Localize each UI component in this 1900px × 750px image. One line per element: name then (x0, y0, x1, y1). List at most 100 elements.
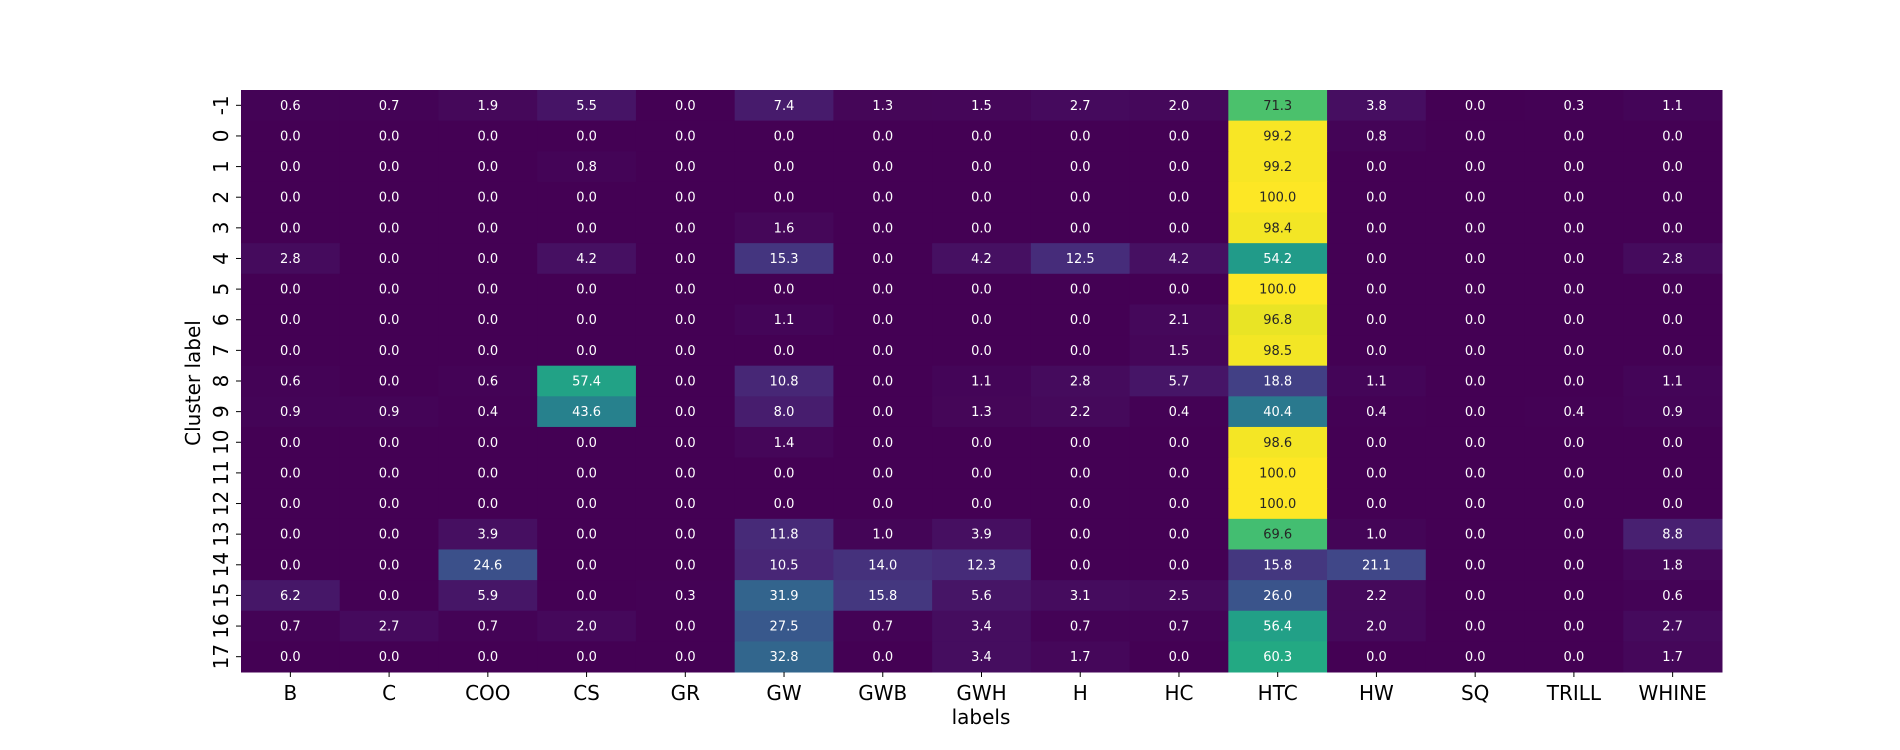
cell-value-label: 0.0 (774, 191, 795, 206)
cell-value-label: 0.0 (477, 252, 498, 267)
cell-value-label: 0.0 (1662, 313, 1683, 328)
heatmap-cell (1030, 304, 1131, 336)
x-axis-ticks: B C COO CS GR GW GWB GWH H HC HTC HW SQ TRILL WHINE (284, 672, 1707, 705)
heatmap-cell (635, 610, 736, 642)
heatmap-cell (537, 243, 637, 275)
heatmap-cell (734, 90, 834, 122)
cell-value-label: 0.0 (1169, 129, 1190, 144)
heatmap-cell (833, 518, 933, 550)
heatmap-cell (635, 518, 736, 550)
cell-value-label: 0.0 (675, 160, 696, 175)
heatmap-cell (1228, 396, 1328, 428)
heatmap-cell (1228, 243, 1328, 275)
cell-value-label: 0.0 (280, 160, 301, 175)
cell-value-label: 27.5 (770, 620, 799, 635)
cell-value-label: 0.0 (971, 160, 992, 175)
heatmap-cell (339, 243, 439, 275)
heatmap-cell (438, 396, 538, 428)
heatmap-cell (537, 304, 637, 336)
cell-value-label: 0.0 (971, 283, 992, 298)
cell-value-label: 0.0 (1564, 497, 1585, 512)
cell-value-label: 0.0 (1465, 436, 1486, 451)
heatmap-cell (635, 426, 736, 459)
heatmap-cell (635, 90, 736, 122)
cell-value-label: 0.0 (872, 313, 893, 328)
heatmap-cell (339, 212, 439, 244)
heatmap-cell (339, 304, 439, 336)
heatmap-cell (1425, 304, 1526, 336)
y-tick-label: 11 (209, 460, 233, 485)
x-tick-label: GWH (956, 681, 1006, 705)
cell-value-label: 14.0 (868, 558, 897, 573)
cell-value-label: 0.0 (379, 129, 400, 144)
cell-value-label: 18.8 (1263, 375, 1292, 390)
cell-value-label: 1.0 (1366, 528, 1387, 543)
heatmap-cell (833, 641, 933, 673)
cell-value-label: 1.7 (1662, 650, 1683, 665)
y-tick-label: 8 (209, 375, 233, 388)
cell-value-label: 0.4 (1564, 405, 1585, 420)
cell-value-label: 0.0 (872, 405, 893, 420)
heatmap-cell (1030, 120, 1131, 152)
cell-value-label: 0.0 (675, 99, 696, 114)
cell-value-label: 0.0 (675, 650, 696, 665)
heatmap-cell (1623, 243, 1723, 275)
heatmap-cell (438, 90, 538, 122)
heatmap-cell (1524, 90, 1624, 122)
cell-value-label: 0.0 (477, 466, 498, 481)
heatmap-cell (1425, 120, 1526, 152)
cell-value-label: 0.0 (774, 283, 795, 298)
heatmap-cell (734, 457, 834, 489)
heatmap-cell (1228, 120, 1328, 152)
cell-value-label: 0.0 (1564, 191, 1585, 206)
heatmap-cell (1228, 610, 1328, 642)
cell-value-label: 4.2 (1169, 252, 1190, 267)
cell-value-label: 0.0 (576, 650, 597, 665)
cell-value-label: 0.0 (1465, 558, 1486, 573)
heatmap-cell (339, 181, 439, 214)
heatmap-cell (734, 518, 834, 550)
heatmap-cell (537, 396, 637, 428)
heatmap-cell (833, 457, 933, 489)
heatmap-cell (1623, 580, 1723, 612)
cell-value-label: 0.0 (1564, 558, 1585, 573)
cell-value-label: 0.0 (1366, 191, 1387, 206)
heatmap-cell (932, 641, 1032, 673)
cell-value-label: 5.9 (477, 589, 498, 604)
heatmap-cell (1129, 641, 1229, 673)
cell-value-label: 0.6 (280, 99, 301, 114)
cell-value-label: 0.0 (379, 650, 400, 665)
cell-value-label: 0.0 (280, 221, 301, 236)
y-tick-label: 5 (209, 283, 233, 296)
cell-value-label: 0.8 (1366, 129, 1387, 144)
heatmap-cell (1623, 610, 1723, 642)
heatmap-cell (833, 610, 933, 642)
heatmap-cell (537, 426, 637, 459)
cell-value-label: 0.0 (1564, 252, 1585, 267)
heatmap-cell (1623, 641, 1723, 673)
cell-value-label: 5.7 (1169, 375, 1190, 390)
cell-value-label: 0.0 (1169, 283, 1190, 298)
cell-value-label: 0.0 (872, 191, 893, 206)
heatmap-cell (635, 273, 736, 305)
heatmap-cell (1623, 212, 1723, 244)
heatmap-cell (1327, 641, 1427, 673)
cell-value-label: 0.0 (1465, 344, 1486, 359)
y-tick-label: 17 (209, 644, 233, 669)
heatmap-cell (241, 90, 341, 122)
heatmap-cell (1327, 610, 1427, 642)
cell-value-label: 71.3 (1263, 99, 1292, 114)
cell-value-label: 0.8 (576, 160, 597, 175)
heatmap-cell (1030, 335, 1131, 367)
cell-value-label: 0.0 (280, 344, 301, 359)
cell-value-label: 3.4 (971, 620, 992, 635)
cell-value-label: 1.1 (1662, 375, 1683, 390)
cell-value-label: 1.1 (971, 375, 992, 390)
cell-value-label: 0.0 (1070, 344, 1091, 359)
heatmap-cell (1327, 518, 1427, 550)
cell-value-label: 0.0 (576, 344, 597, 359)
heatmap-cell (1228, 212, 1328, 244)
cell-value-label: 0.7 (280, 620, 301, 635)
cell-value-label: 99.2 (1263, 160, 1292, 175)
cell-value-label: 0.0 (1662, 466, 1683, 481)
